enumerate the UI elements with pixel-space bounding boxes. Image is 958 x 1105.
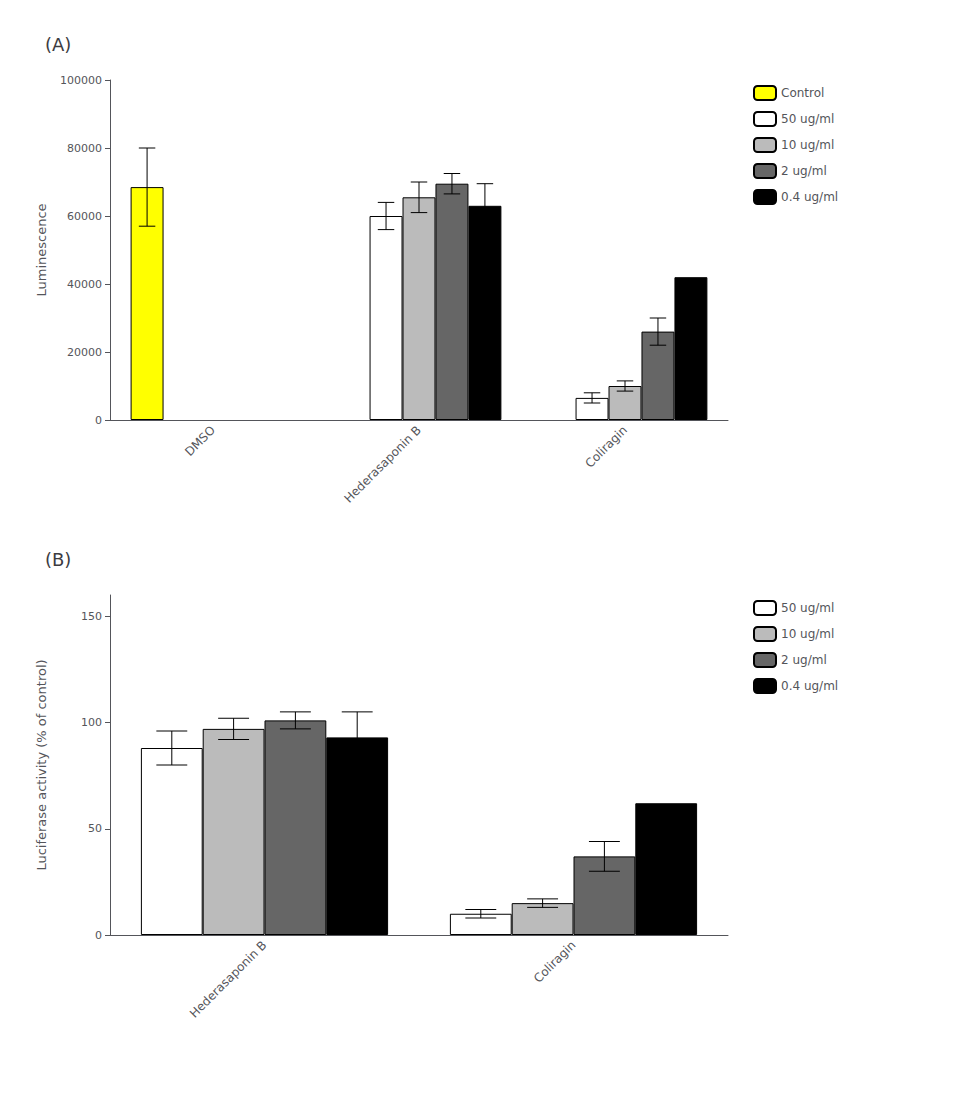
svg-text:Hederasaponin B: Hederasaponin B (341, 423, 424, 506)
svg-text:10 ug/ml: 10 ug/ml (781, 138, 834, 152)
svg-text:Control: Control (781, 86, 824, 100)
svg-text:2 ug/ml: 2 ug/ml (781, 653, 827, 667)
svg-text:150: 150 (81, 610, 102, 623)
svg-text:Hederasaponin B: Hederasaponin B (187, 938, 270, 1021)
svg-text:2 ug/ml: 2 ug/ml (781, 164, 827, 178)
svg-text:(A): (A) (45, 34, 71, 55)
svg-text:80000: 80000 (67, 142, 102, 155)
svg-text:Luminescence: Luminescence (34, 203, 49, 296)
svg-text:50: 50 (88, 822, 102, 835)
svg-text:50 ug/ml: 50 ug/ml (781, 112, 834, 126)
svg-text:(B): (B) (45, 549, 71, 570)
svg-text:60000: 60000 (67, 210, 102, 223)
svg-text:0: 0 (95, 414, 102, 427)
svg-text:10 ug/ml: 10 ug/ml (781, 627, 834, 641)
svg-text:Coliragin: Coliragin (531, 938, 578, 985)
svg-text:Coliragin: Coliragin (582, 423, 629, 470)
svg-text:100: 100 (81, 716, 102, 729)
svg-text:0.4 ug/ml: 0.4 ug/ml (781, 190, 838, 204)
svg-text:40000: 40000 (67, 278, 102, 291)
svg-text:100000: 100000 (60, 74, 102, 87)
svg-text:20000: 20000 (67, 346, 102, 359)
svg-text:0: 0 (95, 929, 102, 942)
svg-text:50 ug/ml: 50 ug/ml (781, 601, 834, 615)
svg-text:DMSO: DMSO (182, 423, 218, 459)
svg-text:0.4 ug/ml: 0.4 ug/ml (781, 679, 838, 693)
svg-text:Luciferase activity (% of cont: Luciferase activity (% of control) (34, 659, 49, 870)
